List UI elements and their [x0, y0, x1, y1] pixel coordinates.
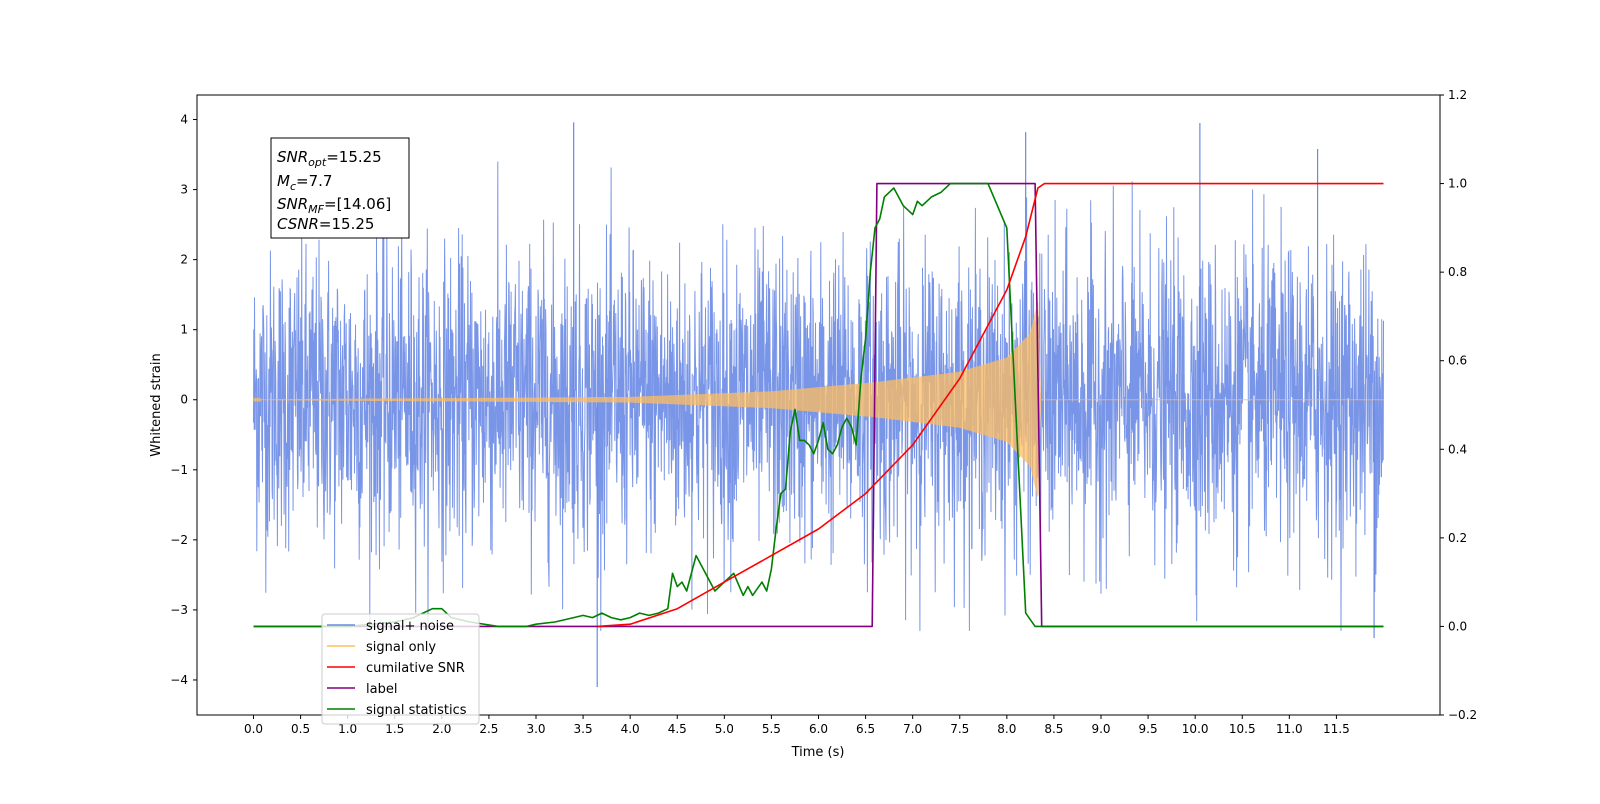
y2-tick-label: −0.2: [1448, 708, 1477, 722]
x-tick-label: 1.5: [385, 722, 404, 736]
legend-entry-signal-noise: signal+ noise: [327, 619, 454, 634]
legend-frame: [321, 613, 480, 725]
signal-noise-line: [253, 161, 1384, 631]
y-tick-label: 2: [180, 253, 188, 267]
x-tick-label: 8.5: [1044, 722, 1063, 736]
signal-only-series: [253, 302, 1384, 497]
x-tick-label: 10.5: [1229, 722, 1256, 736]
x-tick-label: 8.0: [997, 722, 1016, 736]
signal-statistics-line: [253, 182, 1384, 628]
legend-label: cumilative SNR: [366, 661, 465, 676]
x-tick-label: 6.5: [856, 722, 875, 736]
x-tick-label: 7.5: [950, 722, 969, 736]
legend-label: label: [366, 682, 397, 697]
x-axis-label: Time (s): [791, 745, 845, 760]
x-tick-label: 5.5: [762, 722, 781, 736]
annotation-frame: [270, 137, 410, 239]
annotation-snr-mf: SNRMF=[14.06]: [277, 195, 391, 216]
x-tick-label: 0.5: [291, 722, 310, 736]
axes: 0.0 0.5 1.0 1.5 2.0 2.5 3.0 3.5 4.0 4.5 5.0 5.5 6.0 6…: [170, 88, 1477, 736]
x-tick-label: 4.5: [668, 722, 687, 736]
x-tick-label: 4.0: [621, 722, 640, 736]
legend-label: signal+ noise: [366, 619, 454, 634]
y-tick-label: 0: [180, 393, 188, 407]
legend-entry-signal-only: signal only: [327, 640, 436, 655]
x-tick-label: 2.0: [432, 722, 451, 736]
y2-tick-label: 0.4: [1448, 442, 1467, 456]
legend-entry-signal-statistics: signal statistics: [327, 703, 467, 718]
y-tick-label: 1: [180, 323, 188, 337]
y2-tick-label: 0.2: [1448, 531, 1467, 545]
signal-only-line: [253, 302, 1384, 497]
x-tick-label: 7.0: [903, 722, 922, 736]
y-tick-label: 3: [180, 183, 188, 197]
cumulative-snr-line: [597, 182, 1384, 628]
signal-noise-series: [253, 122, 1384, 687]
x-tick-label: 9.5: [1139, 722, 1158, 736]
y-tick-label: −2: [170, 533, 188, 547]
annotation-box: SNRopt=15.25 Mc=7.7 SNRMF=[14.06] CSNR=1…: [270, 137, 410, 239]
x-tick-label: 3.0: [526, 722, 545, 736]
y-tick-label: −1: [170, 463, 188, 477]
legend-label: signal statistics: [366, 703, 467, 718]
overlay-series: [253, 182, 1384, 628]
x-tick-label: 1.0: [338, 722, 357, 736]
x-tick-label: 3.5: [574, 722, 593, 736]
y-tick-label: 4: [180, 113, 188, 127]
y-axis-label: Whitened strain: [149, 353, 164, 456]
y2-tick-label: 1.0: [1448, 177, 1467, 191]
x-tick-label: 6.0: [809, 722, 828, 736]
annotation-snr-opt: SNRopt=15.25: [277, 148, 382, 169]
y-tick-label: −4: [170, 673, 188, 687]
x-tick-label: 10.0: [1182, 722, 1209, 736]
x-tick-label: 11.5: [1323, 722, 1350, 736]
y-tick-label: −3: [170, 603, 188, 617]
annotation-mc: Mc=7.7: [277, 172, 332, 193]
legend-entry-label: label: [327, 682, 397, 697]
x-tick-label: 0.0: [244, 722, 263, 736]
x-tick-label: 11.0: [1276, 722, 1303, 736]
y2-tick-label: 0.8: [1448, 265, 1467, 279]
y2-tick-label: 0.0: [1448, 619, 1467, 633]
legend: signal+ noise signal only cumilative SNR…: [321, 613, 480, 725]
legend-label: signal only: [366, 640, 436, 655]
x-tick-label: 9.0: [1091, 722, 1110, 736]
legend-entry-cumulative-snr: cumilative SNR: [327, 661, 465, 676]
x-tick-label: 5.0: [715, 722, 734, 736]
x-tick-label: 2.5: [479, 722, 498, 736]
y2-tick-label: 0.6: [1448, 354, 1467, 368]
annotation-csnr: CSNR=15.25: [277, 215, 374, 233]
y2-tick-label: 1.2: [1448, 88, 1467, 102]
